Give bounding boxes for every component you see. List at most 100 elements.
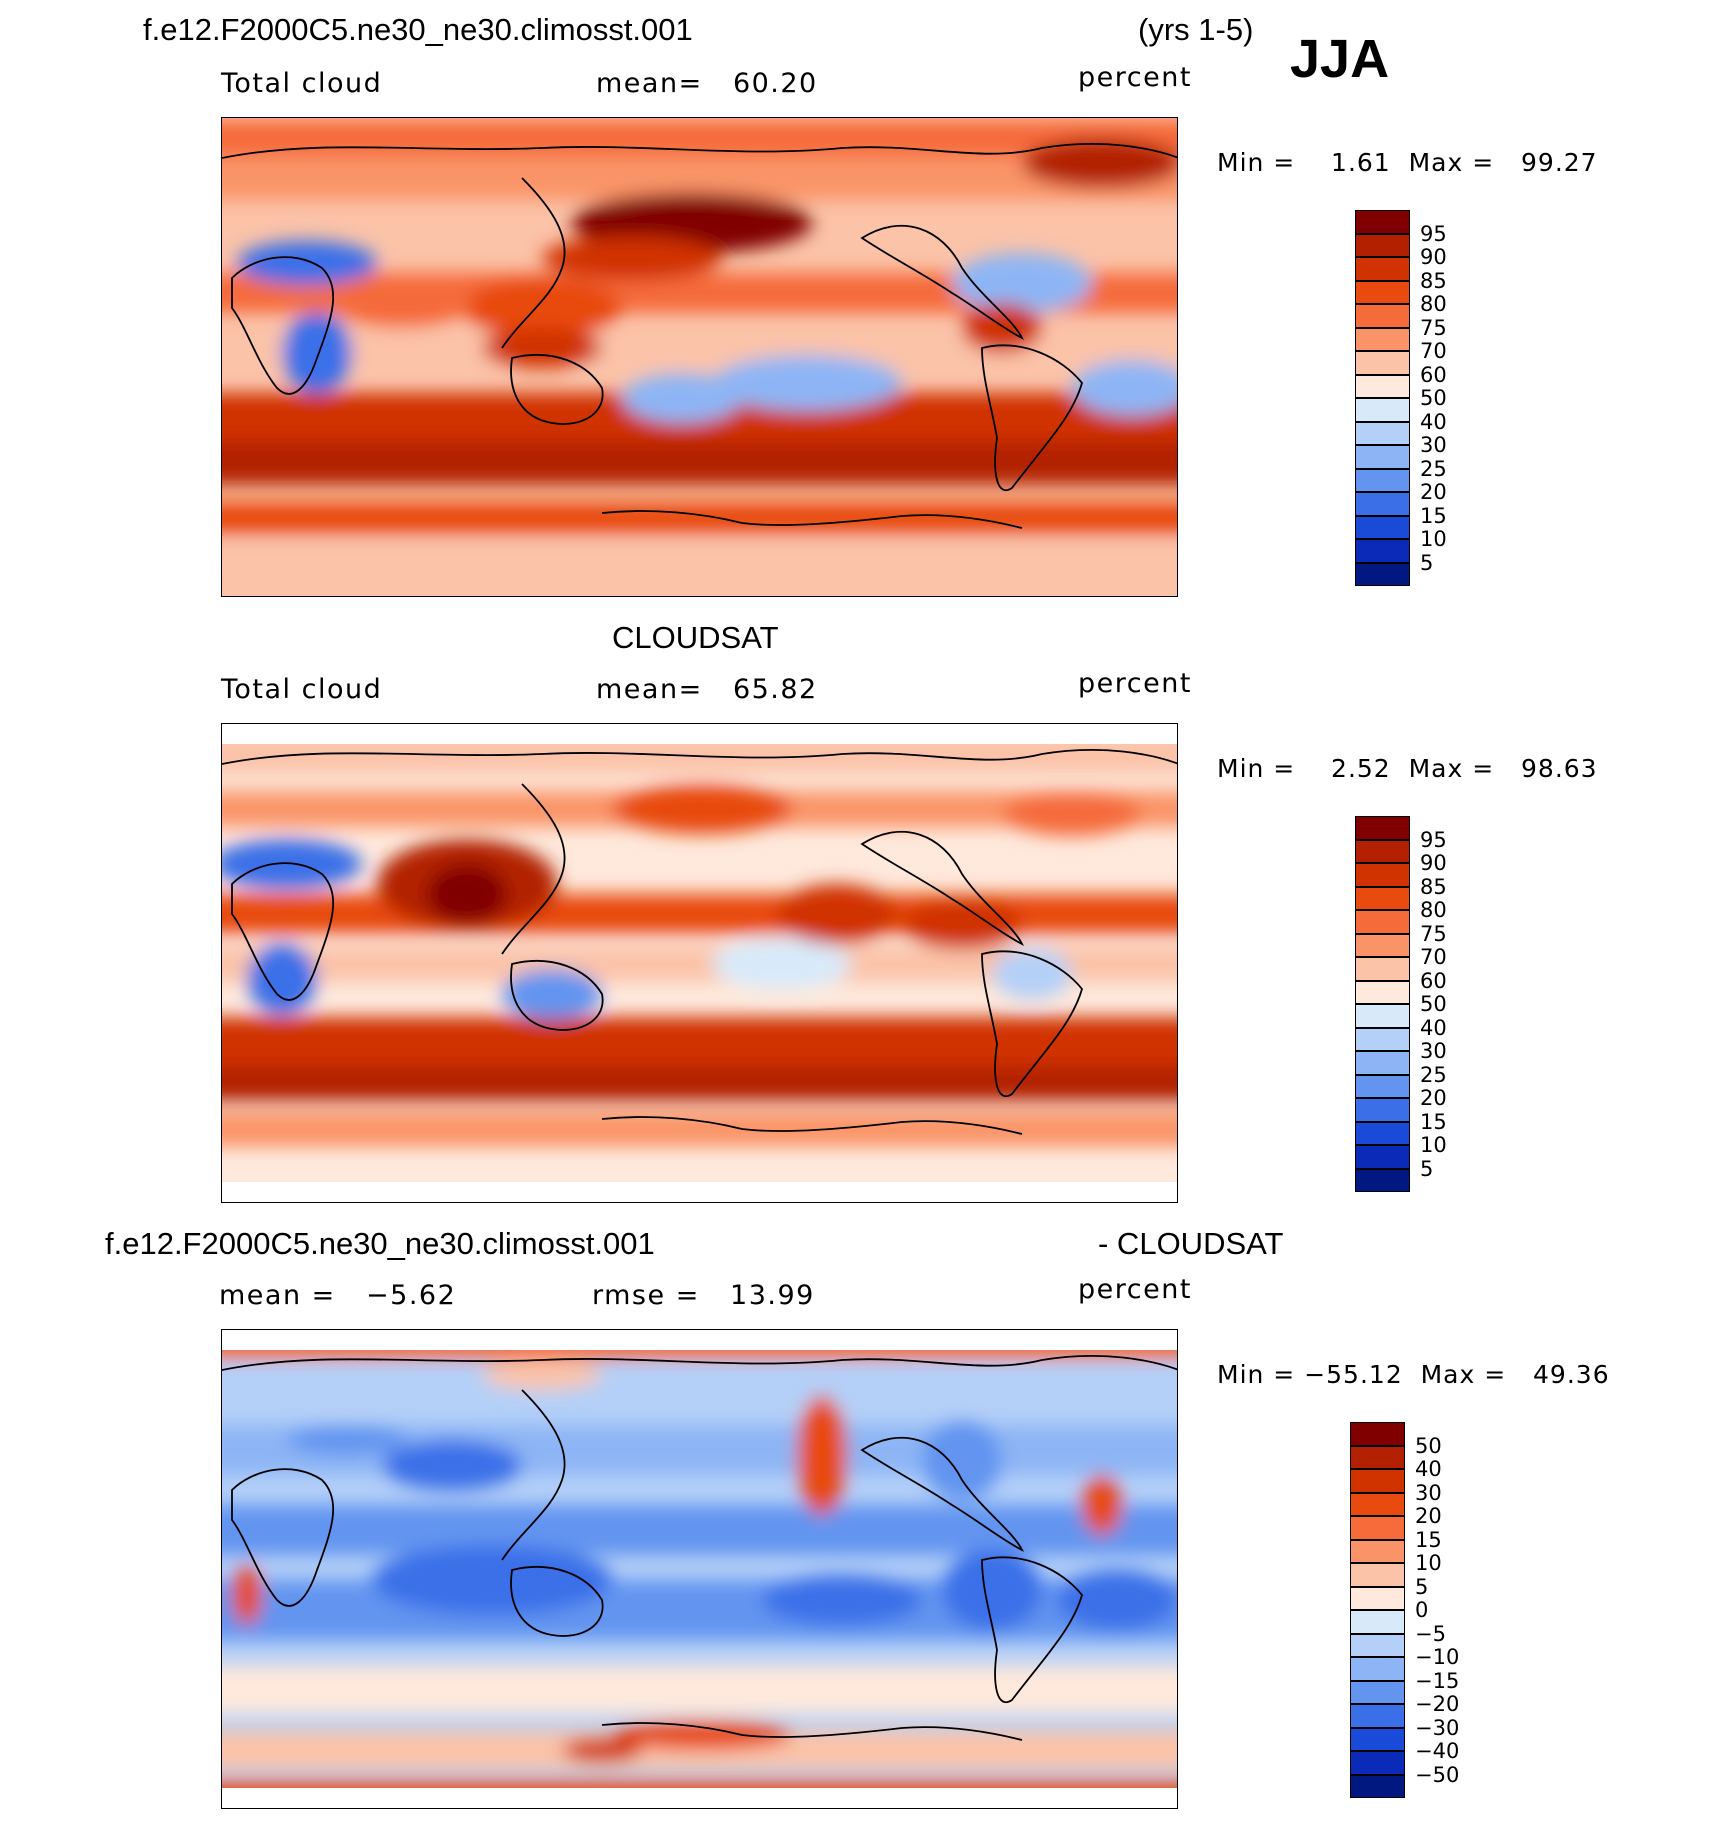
coastline xyxy=(231,1468,335,1607)
field-blob xyxy=(922,1420,1002,1500)
legend-swatch xyxy=(1355,515,1410,539)
case-title: f.e12.F2000C5.ne30_ne30.climosst.001 xyxy=(143,12,693,47)
field-blob xyxy=(962,303,1042,353)
legend-swatch xyxy=(1355,1027,1410,1051)
legend-swatch xyxy=(1350,1492,1405,1516)
legend-level-label: −5 xyxy=(1415,1621,1446,1646)
legend-level-label: 10 xyxy=(1415,1551,1442,1575)
legend-level-label: 40 xyxy=(1415,1457,1442,1481)
legend-swatch xyxy=(1355,539,1410,563)
legend-swatch xyxy=(1355,445,1410,469)
legend-level-label: 10 xyxy=(1420,1133,1447,1157)
legend-swatch xyxy=(1355,327,1410,351)
legend-level-label: 10 xyxy=(1420,527,1447,551)
legend-level-label: 70 xyxy=(1420,945,1447,969)
legend-swatch xyxy=(1355,562,1410,586)
legend-level-label: 30 xyxy=(1420,1039,1447,1063)
panel2-minmax: Min = 2.52 Max = 98.63 xyxy=(1217,754,1598,783)
panel3-map xyxy=(221,1329,1178,1809)
coastline xyxy=(860,1436,1025,1553)
legend-level-label: 50 xyxy=(1415,1433,1442,1458)
missing-data-strip xyxy=(222,1788,1177,1808)
legend-swatch xyxy=(1355,468,1410,492)
legend-level-label: 50 xyxy=(1420,992,1447,1016)
field-blob xyxy=(462,278,622,338)
panel2-variable-label: Total cloud xyxy=(221,674,383,705)
legend-level-label: 70 xyxy=(1420,339,1447,363)
legend-swatch xyxy=(1350,1422,1405,1446)
legend-swatch xyxy=(1355,1004,1410,1028)
panel2-units-label: percent xyxy=(1078,668,1192,699)
legend-level-label: 30 xyxy=(1415,1480,1442,1505)
legend-swatch xyxy=(1355,1168,1410,1192)
legend-swatch xyxy=(1355,351,1410,375)
field-blob xyxy=(1057,1570,1177,1630)
legend-swatch xyxy=(1350,1657,1405,1681)
legend-level-label: 20 xyxy=(1415,1504,1442,1528)
coastline xyxy=(222,1355,1177,1371)
legend-swatch xyxy=(1355,210,1410,234)
field-blob xyxy=(797,1395,847,1515)
legend-swatch xyxy=(1350,1539,1405,1563)
panel3-minmax: Min = −55.12 Max = 49.36 xyxy=(1217,1360,1610,1389)
field-blob xyxy=(1002,792,1142,836)
legend-level-label: 20 xyxy=(1420,1086,1447,1110)
legend-swatch xyxy=(1350,1445,1405,1469)
field-blob xyxy=(332,278,472,328)
legend-level-label: 15 xyxy=(1415,1527,1442,1552)
legend-swatch xyxy=(1350,1516,1405,1540)
coastline xyxy=(501,783,566,955)
panel1-variable-label: Total cloud xyxy=(221,68,383,99)
legend-swatch xyxy=(1355,863,1410,887)
legend-swatch xyxy=(1350,1586,1405,1610)
field-blob xyxy=(482,1360,602,1390)
coastline xyxy=(601,1116,1023,1135)
legend-level-label: 95 xyxy=(1420,827,1447,852)
legend-swatch xyxy=(1350,1610,1405,1634)
field-blob xyxy=(992,949,1072,999)
legend-level-label: 15 xyxy=(1420,503,1447,528)
legend-level-label: 80 xyxy=(1420,898,1447,922)
legend-swatch xyxy=(1355,374,1410,398)
coastline xyxy=(222,143,1177,159)
legend-level-label: −40 xyxy=(1415,1739,1460,1763)
years-label: (yrs 1-5) xyxy=(1138,12,1254,47)
panel1-map xyxy=(221,117,1178,597)
legend-swatch xyxy=(1355,280,1410,304)
legend-swatch xyxy=(1355,421,1410,445)
legend-level-label: 30 xyxy=(1420,433,1447,457)
legend-swatch xyxy=(1350,1680,1405,1704)
field-blob xyxy=(237,241,377,285)
field-blob xyxy=(562,1738,642,1762)
field-blob xyxy=(1082,1475,1122,1535)
legend-swatch xyxy=(1350,1727,1405,1751)
missing-data-strip xyxy=(222,724,1177,744)
season-label: JJA xyxy=(1290,29,1390,89)
missing-data-strip xyxy=(222,1330,1177,1350)
coastline xyxy=(981,344,1083,491)
legend-swatch xyxy=(1355,398,1410,422)
legend-swatch xyxy=(1355,304,1410,328)
legend-level-label: −15 xyxy=(1415,1668,1460,1693)
legend-level-label: 5 xyxy=(1420,1156,1434,1181)
legend-swatch xyxy=(1355,233,1410,257)
legend-level-label: 95 xyxy=(1420,221,1447,246)
coastline xyxy=(860,224,1025,341)
legend-swatch xyxy=(1355,257,1410,281)
field-blob xyxy=(902,899,1022,949)
legend-level-label: 75 xyxy=(1420,921,1447,946)
legend-level-label: 60 xyxy=(1420,968,1447,993)
field-blob xyxy=(372,1545,612,1615)
field-band xyxy=(222,894,1177,934)
panel1-units-label: percent xyxy=(1078,62,1192,93)
legend-swatch xyxy=(1350,1751,1405,1775)
coastline xyxy=(510,1566,604,1637)
legend-swatch xyxy=(1355,980,1410,1004)
legend-level-label: 40 xyxy=(1420,1015,1447,1040)
legend-swatch xyxy=(1350,1469,1405,1493)
coastline xyxy=(860,830,1025,947)
legend-level-label: 80 xyxy=(1420,292,1447,316)
legend-level-label: −10 xyxy=(1415,1645,1460,1669)
field-blob xyxy=(762,1575,922,1625)
panel1-map-svg xyxy=(222,118,1177,596)
